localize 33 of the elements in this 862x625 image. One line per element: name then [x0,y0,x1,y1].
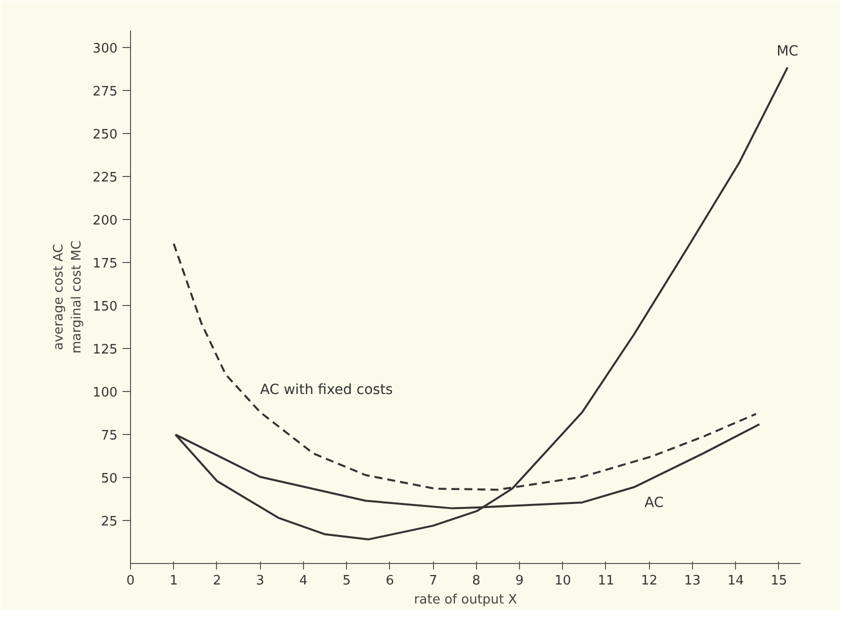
series-label: AC with fixed costs [260,382,393,398]
x-tick-label: 2 [212,574,222,588]
x-tick-label: 11 [598,574,614,588]
x-tick-label: 8 [472,574,480,588]
x-tick-label: 1 [170,574,178,588]
y-tick-label: 275 [92,84,118,100]
y-tick-label: 225 [92,170,118,186]
x-tick-label: 0 [126,574,135,588]
x-tick-label: 5 [342,574,351,588]
y-tick-label: 75 [100,428,118,444]
x-tick-label: 12 [640,574,658,588]
x-tick-label: 6 [386,574,394,588]
x-tick-label: 4 [299,574,308,588]
y-tick-label: 250 [92,128,118,143]
y-tick-label: 300 [92,42,118,57]
y-tick-label: 125 [92,342,118,358]
x-tick-label: 7 [428,574,438,588]
series-label: MC [776,43,799,60]
y-tick-label: 50 [100,472,118,487]
x-tick-label: 15 [770,574,788,588]
x-tick-label: 10 [554,574,572,588]
y-tick-label: 200 [92,214,118,229]
y-tick-label: 100 [92,386,118,401]
y-axis-title: average cost AC marginal cost MC [52,240,85,354]
x-tick-label: 9 [515,574,524,588]
series-label: AC [644,494,664,511]
y-tick-label: 175 [92,256,118,272]
y-tick-label: 150 [92,300,118,315]
x-axis-title: rate of output X [414,592,518,608]
x-tick-label: 3 [256,574,264,588]
y-tick-label: 25 [100,514,118,530]
x-tick-label: 13 [684,574,701,588]
x-tick-label: 14 [727,574,744,588]
